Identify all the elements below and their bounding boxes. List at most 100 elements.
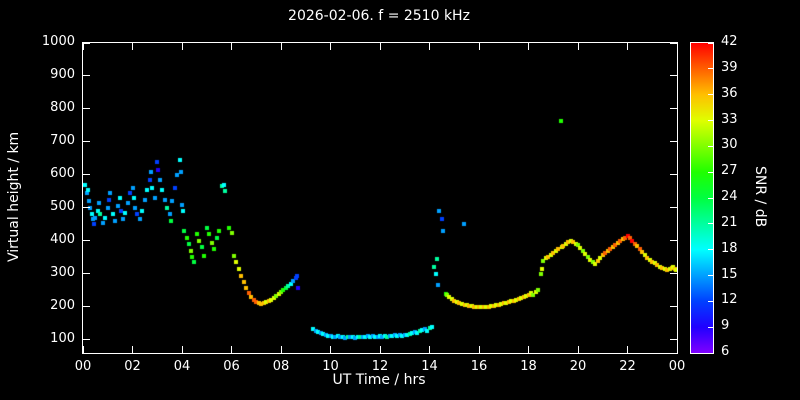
colorbar-tick-label: 30 bbox=[721, 137, 738, 153]
x-tick-mark bbox=[181, 346, 183, 353]
colorbar-tick-mark bbox=[708, 223, 713, 225]
colorbar-tick-label: 33 bbox=[721, 111, 738, 127]
y-tick-mark bbox=[83, 75, 90, 77]
colorbar-tick-mark bbox=[708, 171, 713, 173]
colorbar-tick-label: 42 bbox=[721, 34, 738, 49]
x-tick-label: 14 bbox=[421, 359, 438, 374]
y-tick-mark bbox=[83, 141, 90, 143]
x-tick-mark bbox=[429, 346, 430, 353]
x-tick-mark bbox=[478, 43, 480, 50]
colorbar-tick-mark bbox=[708, 197, 713, 199]
x-tick-mark bbox=[82, 346, 84, 353]
colorbar-tick-mark bbox=[708, 326, 713, 328]
y-tick-mark bbox=[670, 174, 677, 176]
x-tick-mark bbox=[627, 346, 628, 353]
x-tick-mark bbox=[231, 346, 232, 353]
y-tick-mark bbox=[670, 339, 677, 341]
x-tick-mark bbox=[528, 346, 529, 353]
y-tick-mark bbox=[83, 306, 90, 308]
x-tick-label: 20 bbox=[569, 359, 587, 374]
x-tick-mark bbox=[280, 346, 282, 353]
chart-title: 2026-02-06. f = 2510 kHz bbox=[288, 8, 470, 24]
colorbar-tick-label: 24 bbox=[721, 189, 738, 204]
y-tick-mark bbox=[670, 42, 677, 44]
x-tick-mark bbox=[82, 43, 84, 50]
plot-area: 00 02 04 06 08 10 12 14 16 18 20 22 00 100 200 300 400 50… bbox=[42, 34, 685, 374]
x-tick-mark bbox=[429, 43, 430, 50]
y-tick-label: 300 bbox=[50, 264, 75, 280]
y-tick-label: 1000 bbox=[41, 34, 75, 49]
y-tick-label: 200 bbox=[50, 297, 75, 313]
x-tick-mark bbox=[280, 43, 282, 50]
colorbar-tick-label: 21 bbox=[721, 214, 738, 230]
x-tick-mark bbox=[627, 43, 628, 50]
y-axis-label: Virtual height / km bbox=[6, 131, 22, 263]
x-tick-mark bbox=[330, 346, 331, 353]
colorbar: 6 9 12 15 18 21 24 27 30 33 36 39 42 bbox=[690, 34, 738, 359]
colorbar-tick-label: 6 bbox=[721, 344, 730, 359]
colorbar-tick-label: 9 bbox=[721, 318, 730, 334]
x-tick-label: 02 bbox=[124, 359, 141, 374]
x-tick-label: 08 bbox=[272, 359, 290, 374]
x-tick-mark bbox=[528, 43, 529, 50]
y-tick-label: 600 bbox=[50, 165, 75, 181]
y-tick-mark bbox=[83, 42, 90, 44]
y-tick-mark bbox=[83, 339, 90, 341]
y-tick-mark bbox=[670, 240, 677, 242]
y-tick-label: 900 bbox=[50, 66, 75, 82]
x-tick-mark bbox=[478, 346, 480, 353]
y-tick-label: 800 bbox=[50, 99, 75, 115]
colorbar-tick-label: 36 bbox=[721, 85, 738, 101]
x-tick-mark bbox=[676, 346, 678, 353]
x-tick-mark bbox=[379, 43, 381, 50]
x-tick-label: 04 bbox=[173, 359, 191, 374]
x-tick-mark bbox=[577, 346, 579, 353]
colorbar-tick-label: 18 bbox=[721, 240, 738, 256]
x-tick-mark bbox=[330, 43, 331, 50]
x-tick-mark bbox=[231, 43, 232, 50]
y-tick-mark bbox=[670, 75, 677, 77]
colorbar-tick-mark bbox=[708, 352, 713, 354]
x-tick-label: 12 bbox=[371, 359, 389, 374]
x-tick-label: 00 bbox=[74, 359, 92, 374]
x-tick-label: 00 bbox=[668, 359, 686, 374]
y-tick-mark bbox=[670, 207, 677, 209]
scatter-canvas bbox=[83, 43, 677, 353]
x-tick-mark bbox=[676, 43, 678, 50]
colorbar-tick-mark bbox=[708, 275, 713, 276]
x-axis-label: UT Time / hrs bbox=[332, 372, 426, 388]
y-tick-mark bbox=[670, 108, 677, 110]
colorbar-tick-mark bbox=[708, 68, 713, 70]
x-tick-mark bbox=[577, 43, 579, 50]
colorbar-tick-mark bbox=[708, 120, 713, 121]
x-tick-mark bbox=[181, 43, 183, 50]
y-tick-mark bbox=[670, 306, 677, 308]
y-tick-mark bbox=[83, 273, 90, 275]
colorbar-label: SNR / dB bbox=[752, 166, 768, 228]
y-tick-mark bbox=[83, 207, 90, 209]
y-tick-mark bbox=[670, 141, 677, 143]
x-tick-mark bbox=[132, 346, 133, 353]
x-tick-label: 06 bbox=[223, 359, 240, 374]
colorbar-tick-label: 12 bbox=[721, 292, 738, 308]
y-tick-label: 500 bbox=[50, 198, 75, 214]
x-tick-label: 22 bbox=[619, 359, 636, 374]
y-tick-mark bbox=[83, 108, 90, 110]
x-tick-mark bbox=[379, 346, 381, 353]
y-tick-mark bbox=[670, 273, 677, 275]
y-tick-mark bbox=[83, 240, 90, 242]
x-tick-label: 16 bbox=[470, 359, 488, 374]
y-tick-label: 100 bbox=[50, 330, 75, 346]
colorbar-tick-mark bbox=[708, 249, 713, 251]
colorbar-tick-mark bbox=[708, 300, 713, 302]
colorbar-tick-label: 39 bbox=[721, 59, 738, 75]
colorbar-tick-mark bbox=[708, 94, 713, 96]
x-tick-label: 18 bbox=[520, 359, 537, 374]
colorbar-tick-mark bbox=[708, 145, 713, 147]
colorbar-tick-label: 27 bbox=[721, 163, 738, 179]
x-tick-mark bbox=[132, 43, 133, 50]
y-tick-label: 400 bbox=[50, 231, 75, 247]
x-tick-label: 10 bbox=[322, 359, 339, 374]
y-tick-label: 700 bbox=[50, 132, 75, 148]
